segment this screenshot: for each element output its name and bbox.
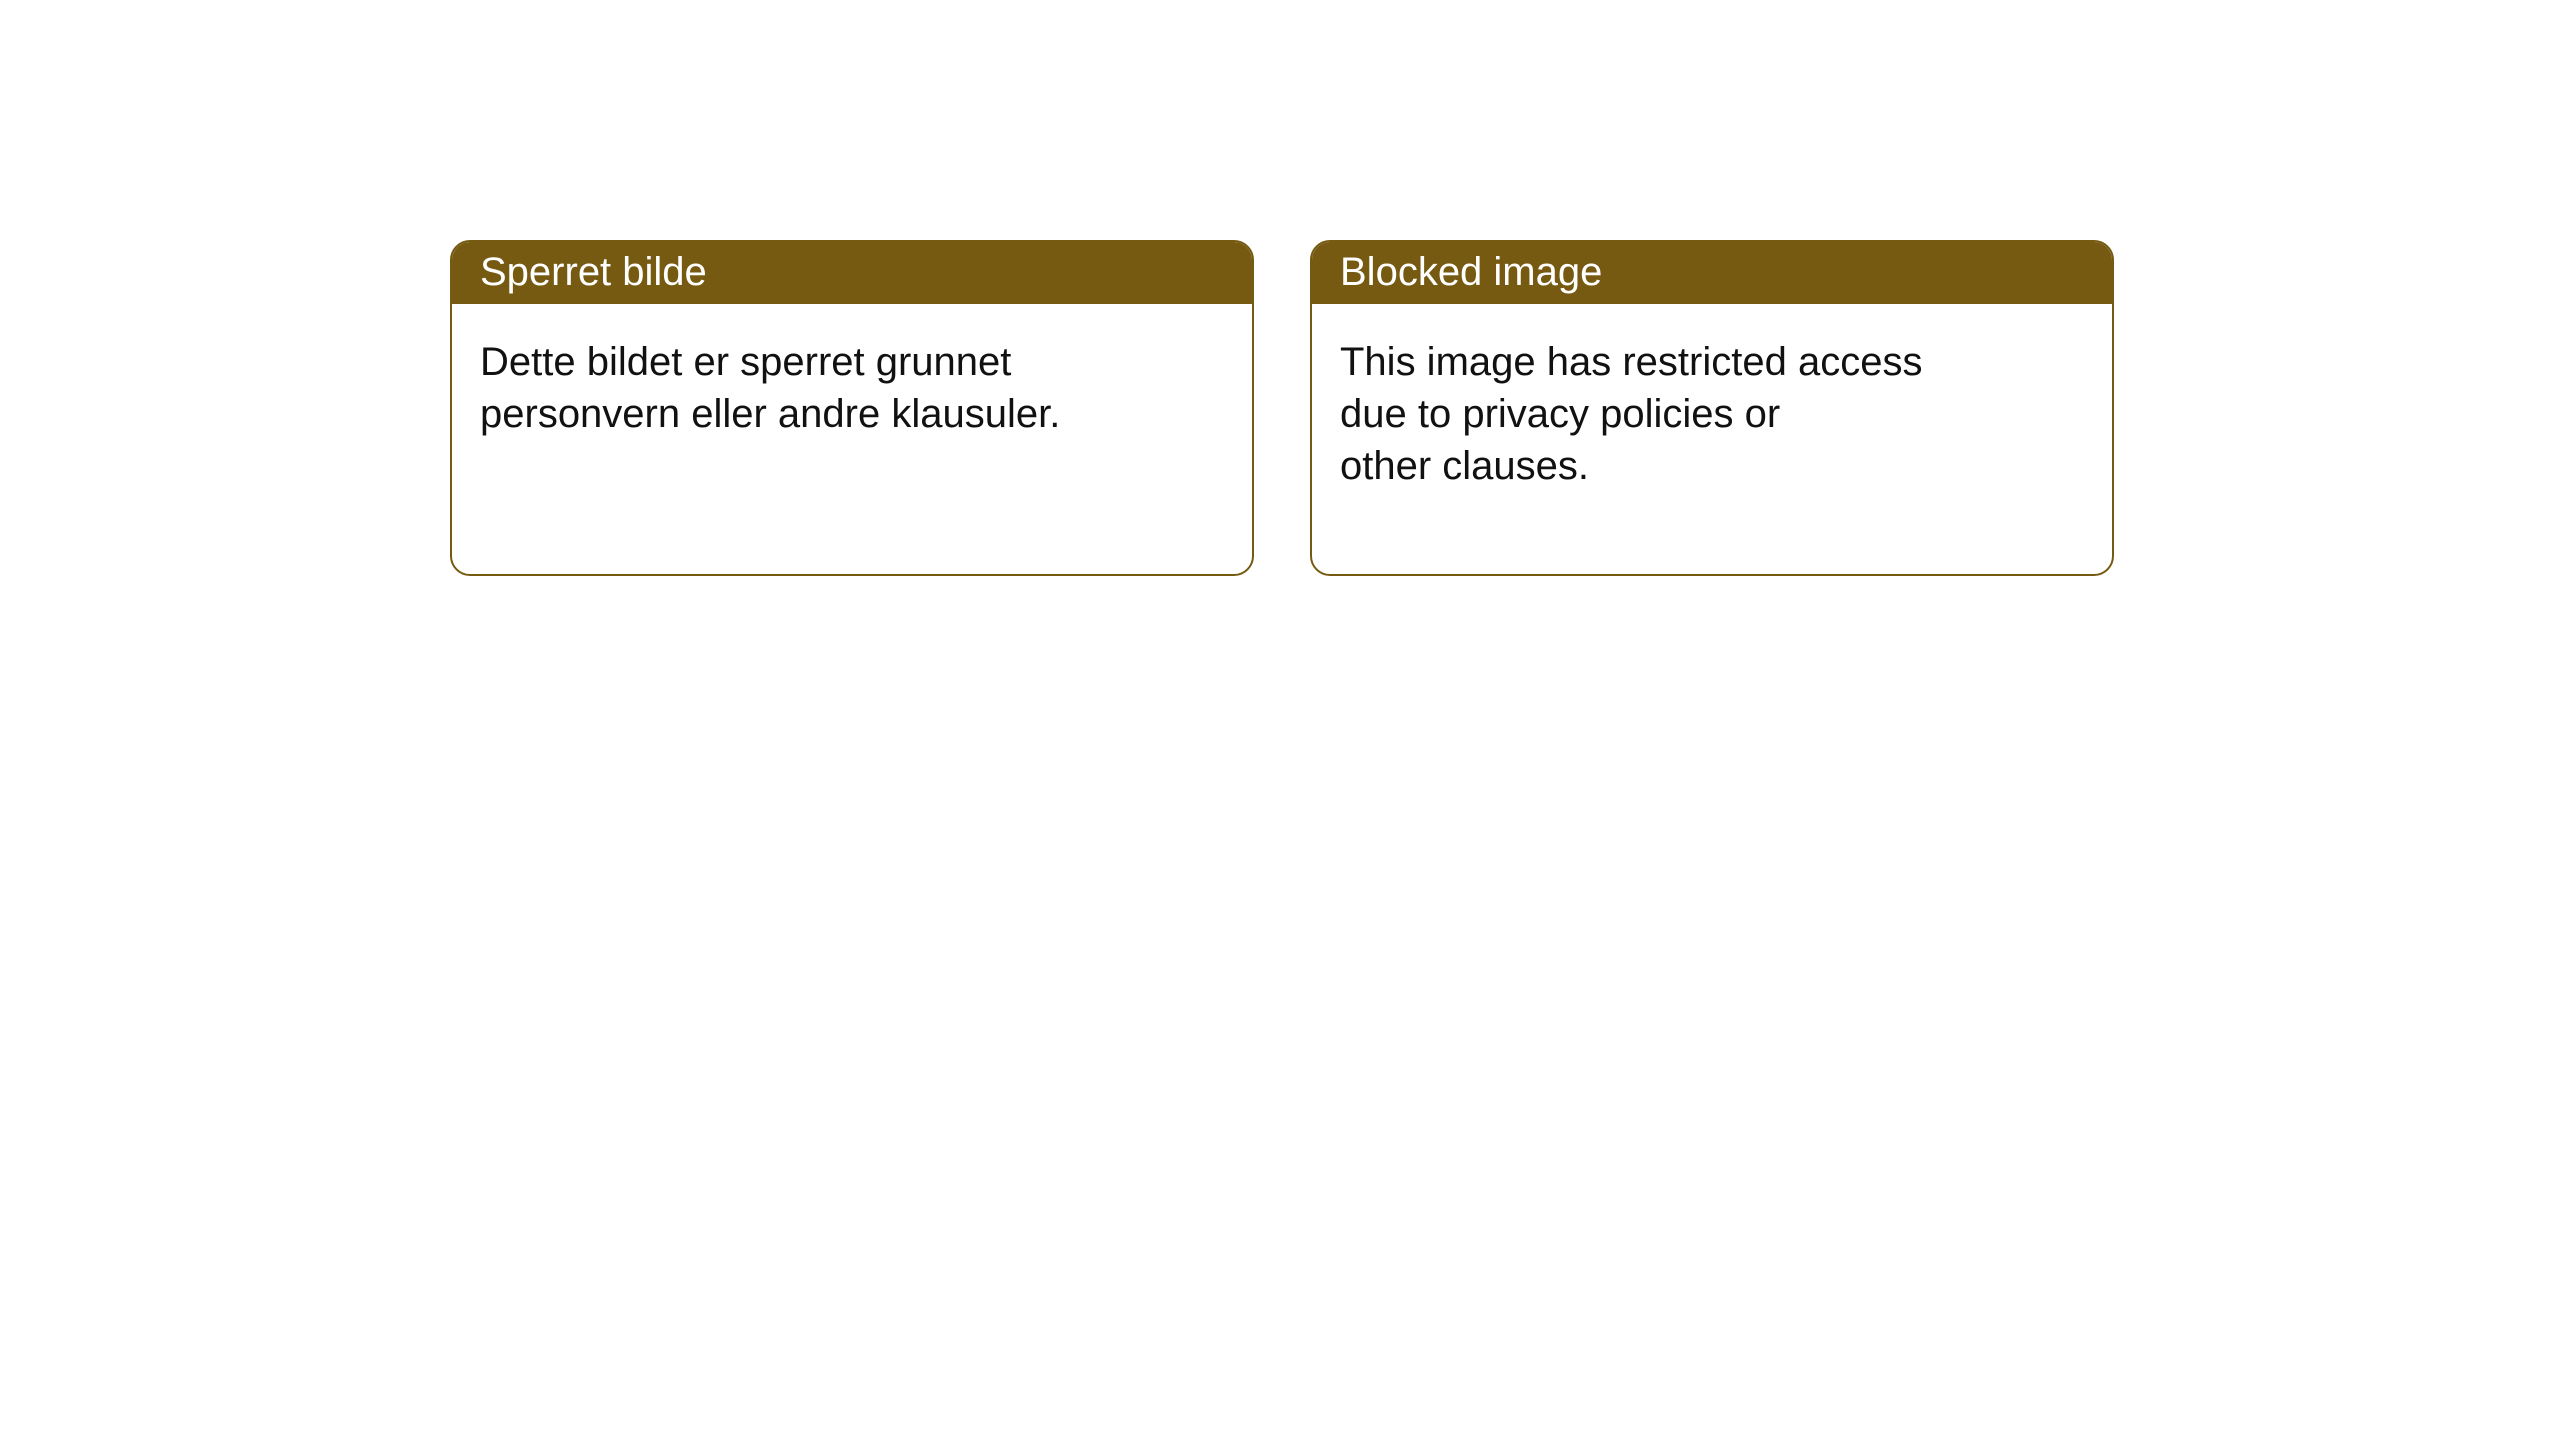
blocked-image-card-en: Blocked image This image has restricted …: [1310, 240, 2114, 576]
cards-container: Sperret bilde Dette bildet er sperret gr…: [0, 0, 2560, 576]
blocked-image-card-no: Sperret bilde Dette bildet er sperret gr…: [450, 240, 1254, 576]
card-title-en: Blocked image: [1312, 242, 2112, 304]
card-title-no: Sperret bilde: [452, 242, 1252, 304]
card-body-no: Dette bildet er sperret grunnet personve…: [452, 304, 1252, 440]
card-body-en: This image has restricted access due to …: [1312, 304, 2112, 492]
